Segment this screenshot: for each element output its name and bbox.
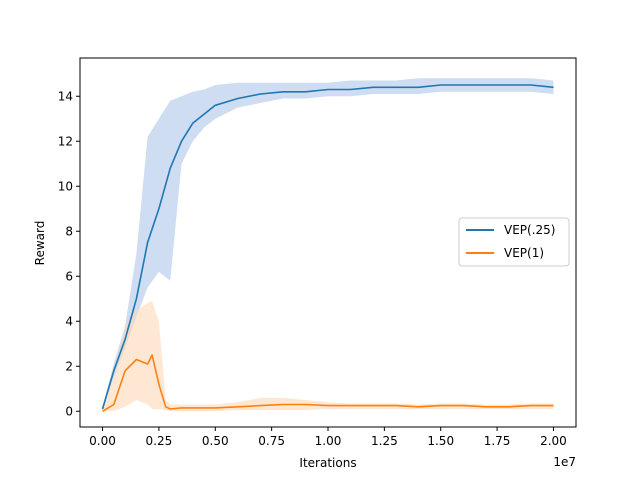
x-axis-label: Iterations — [299, 456, 356, 470]
legend-label-vep-025: VEP(.25) — [504, 223, 555, 237]
x-tick-label: 1.25 — [371, 434, 398, 448]
series-line-vep-1 — [102, 354, 554, 412]
y-tick-label: 0 — [65, 404, 73, 418]
y-tick-label: 6 — [65, 269, 73, 283]
y-tick-label: 12 — [58, 134, 73, 148]
y-tick-label: 8 — [65, 224, 73, 238]
y-axis-label: Reward — [33, 221, 47, 266]
x-tick-label: 1.75 — [484, 434, 511, 448]
confidence-bands — [102, 78, 554, 412]
legend-label-vep-1: VEP(1) — [504, 246, 544, 260]
x-tick-label: 0.75 — [258, 434, 285, 448]
y-tick-label: 10 — [58, 179, 73, 193]
x-tick-label: 2.00 — [540, 434, 567, 448]
y-tick-label: 2 — [65, 359, 73, 373]
x-axis-ticks: 0.00 0.25 0.50 0.75 1.00 1.25 1.50 1.75 2.00 — [89, 427, 567, 448]
x-tick-label: 1.00 — [315, 434, 342, 448]
x-tick-label: 1.50 — [427, 434, 454, 448]
y-tick-label: 4 — [65, 314, 73, 328]
y-axis-ticks: 0 2 4 6 8 10 12 14 — [58, 89, 80, 418]
series-lines — [101, 84, 554, 412]
y-tick-label: 14 — [58, 89, 73, 103]
x-axis-offset-label: 1e7 — [553, 455, 576, 469]
band-vep-1 — [102, 301, 554, 412]
x-tick-label: 0.25 — [146, 434, 173, 448]
legend: VEP(.25) VEP(1) — [458, 217, 570, 267]
series-line-vep-25 — [101, 84, 554, 410]
x-tick-label: 0.00 — [89, 434, 116, 448]
x-tick-label: 0.50 — [202, 434, 229, 448]
